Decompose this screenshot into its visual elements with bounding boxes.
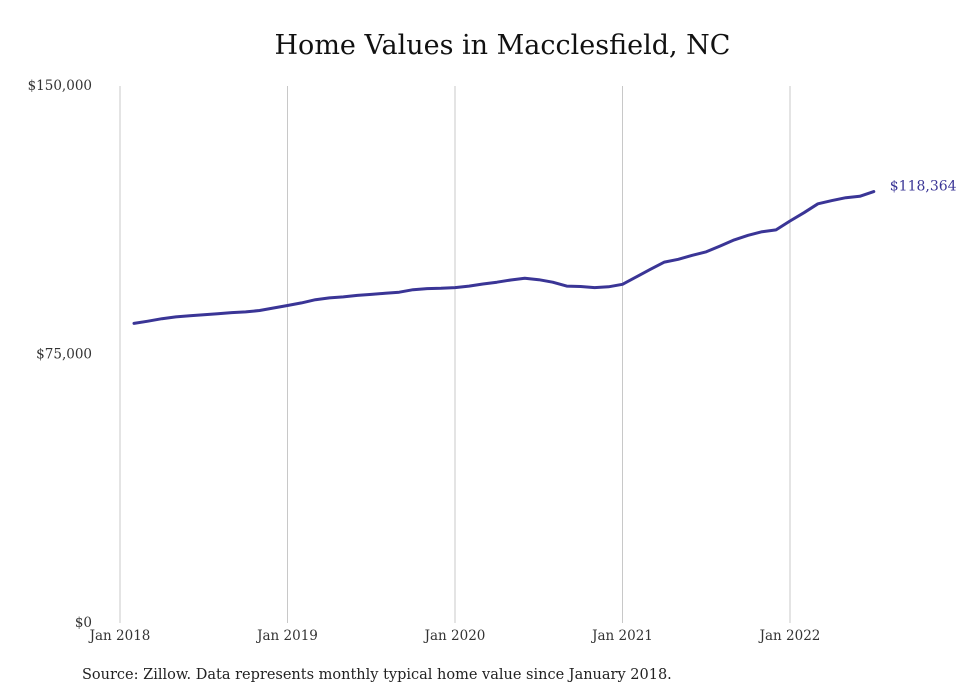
chart-title: Home Values in Macclesfield, NC [274, 30, 731, 61]
x-axis-ticks: Jan 2018 Jan 2019 Jan 2020 Jan 2021 Jan 2022 [88, 628, 821, 644]
x-tick-label: Jan 2019 [255, 628, 318, 644]
series-layer [132, 190, 876, 325]
x-tick-label: Jan 2022 [758, 628, 821, 644]
line-chart: $0$75,000$150,000 Jan 2018 Jan 2019 Jan 20… [28, 78, 957, 644]
end-label-layer: $118,364 [890, 179, 957, 195]
source-note: Source: Zillow. Data represents monthly … [82, 667, 672, 683]
y-tick-label: $0 [75, 615, 92, 631]
series-line-0 [132, 190, 876, 325]
x-tick-label: Jan 2020 [423, 628, 486, 644]
y-tick-label: $150,000 [28, 78, 92, 94]
y-tick-label: $75,000 [36, 347, 92, 363]
gridlines [119, 86, 791, 623]
x-tick-label: Jan 2021 [590, 628, 653, 644]
x-tick-label: Jan 2018 [88, 628, 151, 644]
y-axis-ticks: $0 $75,000 $150,000 [28, 78, 92, 631]
end-value-label: $118,364 [890, 179, 957, 195]
